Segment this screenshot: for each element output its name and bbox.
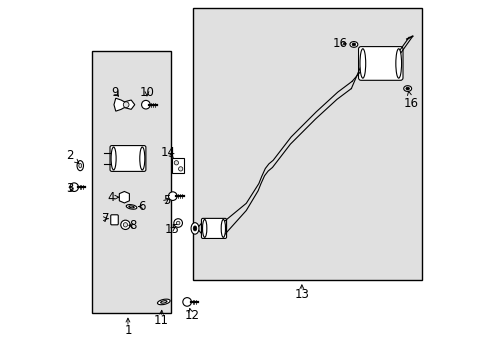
Circle shape <box>142 100 150 109</box>
FancyBboxPatch shape <box>110 215 118 225</box>
Ellipse shape <box>79 163 81 168</box>
Text: 15: 15 <box>164 223 179 236</box>
Text: 1: 1 <box>124 324 131 337</box>
Bar <box>192 8 421 280</box>
Text: 5: 5 <box>163 194 170 207</box>
Ellipse shape <box>202 220 206 237</box>
Circle shape <box>176 221 180 225</box>
Text: 16: 16 <box>403 91 418 111</box>
Text: 11: 11 <box>154 314 168 327</box>
Polygon shape <box>114 98 135 111</box>
Ellipse shape <box>193 226 196 231</box>
Circle shape <box>178 167 183 171</box>
Circle shape <box>70 183 78 192</box>
Ellipse shape <box>351 43 355 46</box>
Polygon shape <box>119 192 129 203</box>
FancyBboxPatch shape <box>358 46 402 80</box>
Ellipse shape <box>349 41 357 47</box>
Ellipse shape <box>140 147 144 170</box>
Circle shape <box>174 161 178 165</box>
Text: 6: 6 <box>138 200 145 213</box>
FancyBboxPatch shape <box>172 158 184 173</box>
Circle shape <box>123 223 127 227</box>
Ellipse shape <box>111 147 116 170</box>
FancyBboxPatch shape <box>110 145 145 171</box>
Ellipse shape <box>157 299 170 305</box>
Bar <box>92 51 171 313</box>
Text: 10: 10 <box>139 86 154 99</box>
Ellipse shape <box>405 87 408 90</box>
Circle shape <box>174 219 182 227</box>
Text: 2: 2 <box>66 149 79 163</box>
Ellipse shape <box>191 223 199 234</box>
Ellipse shape <box>161 301 166 303</box>
Text: 13: 13 <box>294 288 309 301</box>
Text: 8: 8 <box>129 219 137 232</box>
Text: 14: 14 <box>160 145 175 158</box>
Text: 12: 12 <box>184 309 200 322</box>
Text: 16: 16 <box>332 36 347 50</box>
Ellipse shape <box>359 49 365 78</box>
Text: 3: 3 <box>66 183 73 195</box>
Ellipse shape <box>221 220 225 237</box>
Ellipse shape <box>129 206 134 208</box>
Circle shape <box>183 298 191 306</box>
FancyBboxPatch shape <box>201 219 226 238</box>
Text: 7: 7 <box>102 212 109 225</box>
Ellipse shape <box>395 49 401 78</box>
Ellipse shape <box>126 204 137 209</box>
Circle shape <box>168 192 177 201</box>
Circle shape <box>123 102 129 108</box>
Text: 9: 9 <box>111 86 119 99</box>
Ellipse shape <box>77 161 83 171</box>
Text: 4: 4 <box>107 191 119 204</box>
Circle shape <box>121 220 130 229</box>
Ellipse shape <box>403 86 411 91</box>
